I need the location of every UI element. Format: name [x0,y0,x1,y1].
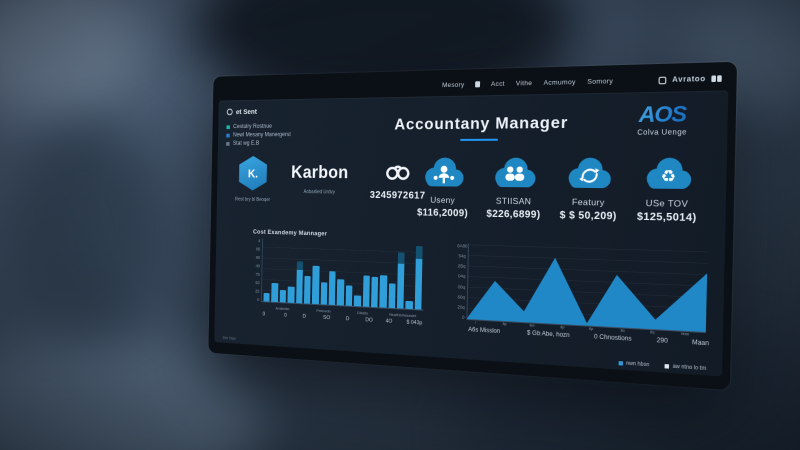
status-label: Avratoo [672,75,706,84]
brand-icon [226,108,233,116]
stat-cards: Useny $116,2009) [408,156,713,225]
legend-square-icon [664,364,670,369]
stat-card-stiisan[interactable]: STIISAN $226,6899) [486,156,541,221]
stat-label: STIISAN [495,195,532,207]
karbon-hexagon-badge: K. [239,156,267,191]
footer-legend-item[interactable]: aw ntno lo tm [664,363,707,373]
legend-bullet [226,133,230,138]
brand: et Sent [226,106,357,117]
footer-left-label: Sm Nav [222,334,236,341]
stat-card-usetov[interactable]: ♻ USe TOV $125,5014) [637,156,698,224]
legend-item[interactable]: Stat wg E.B [226,140,356,147]
area-polygon [467,254,708,332]
app-icon[interactable] [658,76,667,84]
legend-item[interactable]: Cestulry Rostnue [226,123,356,130]
side-legend: Cestulry Rostnue Newl Mesany Manergerst … [226,123,356,147]
dashboard-screen: Mesory Acct Vithe Acmumoy Somory Avratoo… [208,61,738,391]
karbon-wordmark: Karbon [291,162,349,183]
nav-item[interactable]: Somory [587,77,614,86]
binoculars-icon [384,162,412,182]
legend-bullet [226,142,230,146]
legend-item[interactable]: Newl Mesany Manergerst [226,132,356,139]
svg-text:♻: ♻ [660,168,676,186]
legend-label: Stat wg E.B [232,140,260,147]
stat-card-featury[interactable]: Featury $ $ 50,209) [560,156,618,223]
stat-label: Featury [571,196,605,208]
stat-value: $125,5014) [636,211,697,225]
stat-value: $226,6899) [486,208,541,221]
aos-logo-subtitle: Colva Uenge [637,129,687,137]
stat-label: Useny [430,194,456,206]
legend-label: Newl Mesany Manergerst [232,132,291,139]
title-underline [459,138,498,141]
legend-label: Cestulry Rostnue [233,123,273,130]
bell-icon[interactable] [475,81,481,88]
area-chart-plot [466,243,708,334]
status-area: Avratoo [658,75,722,84]
top-nav: Mesory Acct Vithe Acmumoy Somory [442,77,613,88]
charts-row: Cost Exandemy Mannager 4 95 90 40 75 50 25 0 Am… [223,228,711,348]
nav-item[interactable]: Acct [490,80,505,88]
aos-logo-block: AOS Colva Uenge [611,99,714,145]
team-cloud-icon [494,157,536,188]
bar-chart: Cost Exandemy Mannager 4 95 90 40 75 50 25 0 Am… [251,229,425,332]
brand-label: et Sent [235,107,258,117]
nav-item[interactable]: Mesory [441,81,465,89]
footer-legend-label: aw ntno lo tm [672,363,707,373]
legend-square-icon [618,361,623,366]
karbon-caption: Aobarlied Urdvy [303,189,336,196]
karbon-name-block[interactable]: Karbon Aobarlied Urdvy [291,156,349,196]
bar-chart-bars [260,238,425,311]
nav-item[interactable]: Vithe [515,79,533,87]
legend-bullet [226,125,230,130]
karbon-badge-block[interactable]: K. Rest bry bl Beoqer [235,156,271,203]
footer-legend-item[interactable]: nwn hbsn [618,360,649,368]
battery-icon [711,75,722,83]
sync-cloud-icon [568,157,612,189]
nav-item[interactable]: Acmumoy [543,78,576,87]
dashboard-panel: et Sent Cestulry Rostnue Newl Mesany Man… [214,90,729,377]
footer-legend-label: nwn hbsn [625,360,650,369]
aos-logo: AOS [612,102,715,129]
person-network-cloud-icon [424,157,464,187]
stat-card-useny[interactable]: Useny $116,2009) [417,156,469,219]
stat-value: $ $ 50,209) [559,209,617,223]
page-title: Accountany Manager [394,114,569,134]
panel-header: et Sent Cestulry Rostnue Newl Mesany Man… [226,99,714,147]
stat-value: $116,2009) [416,207,469,220]
badge-letter: K. [247,166,259,180]
stat-label: USe TOV [645,197,689,209]
partner-group: K. Rest bry bl Beoqer Karbon Aobarlied U… [225,156,426,205]
area-chart: 0A80 54q 2Bq 04q 00q 60q 20q 0 ı 8p 8m 8p Ap 8o 8q Man… [455,234,709,348]
badge-caption: Rest bry bl Beoqer [235,196,271,203]
recycle-cloud-icon: ♻ [646,157,692,190]
partners-stats-row: K. Rest bry bl Beoqer Karbon Aobarlied U… [225,156,713,234]
